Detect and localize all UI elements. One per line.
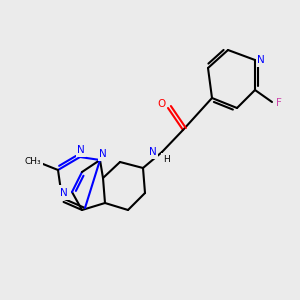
Text: N: N — [99, 149, 107, 159]
Text: N: N — [60, 188, 68, 198]
Text: H: H — [163, 154, 170, 164]
Text: O: O — [157, 99, 165, 109]
Text: N: N — [77, 145, 85, 155]
Text: CH₃: CH₃ — [25, 158, 41, 166]
Text: N: N — [149, 147, 157, 157]
Text: N: N — [60, 187, 68, 197]
Text: N: N — [257, 55, 265, 65]
Text: F: F — [276, 98, 282, 108]
